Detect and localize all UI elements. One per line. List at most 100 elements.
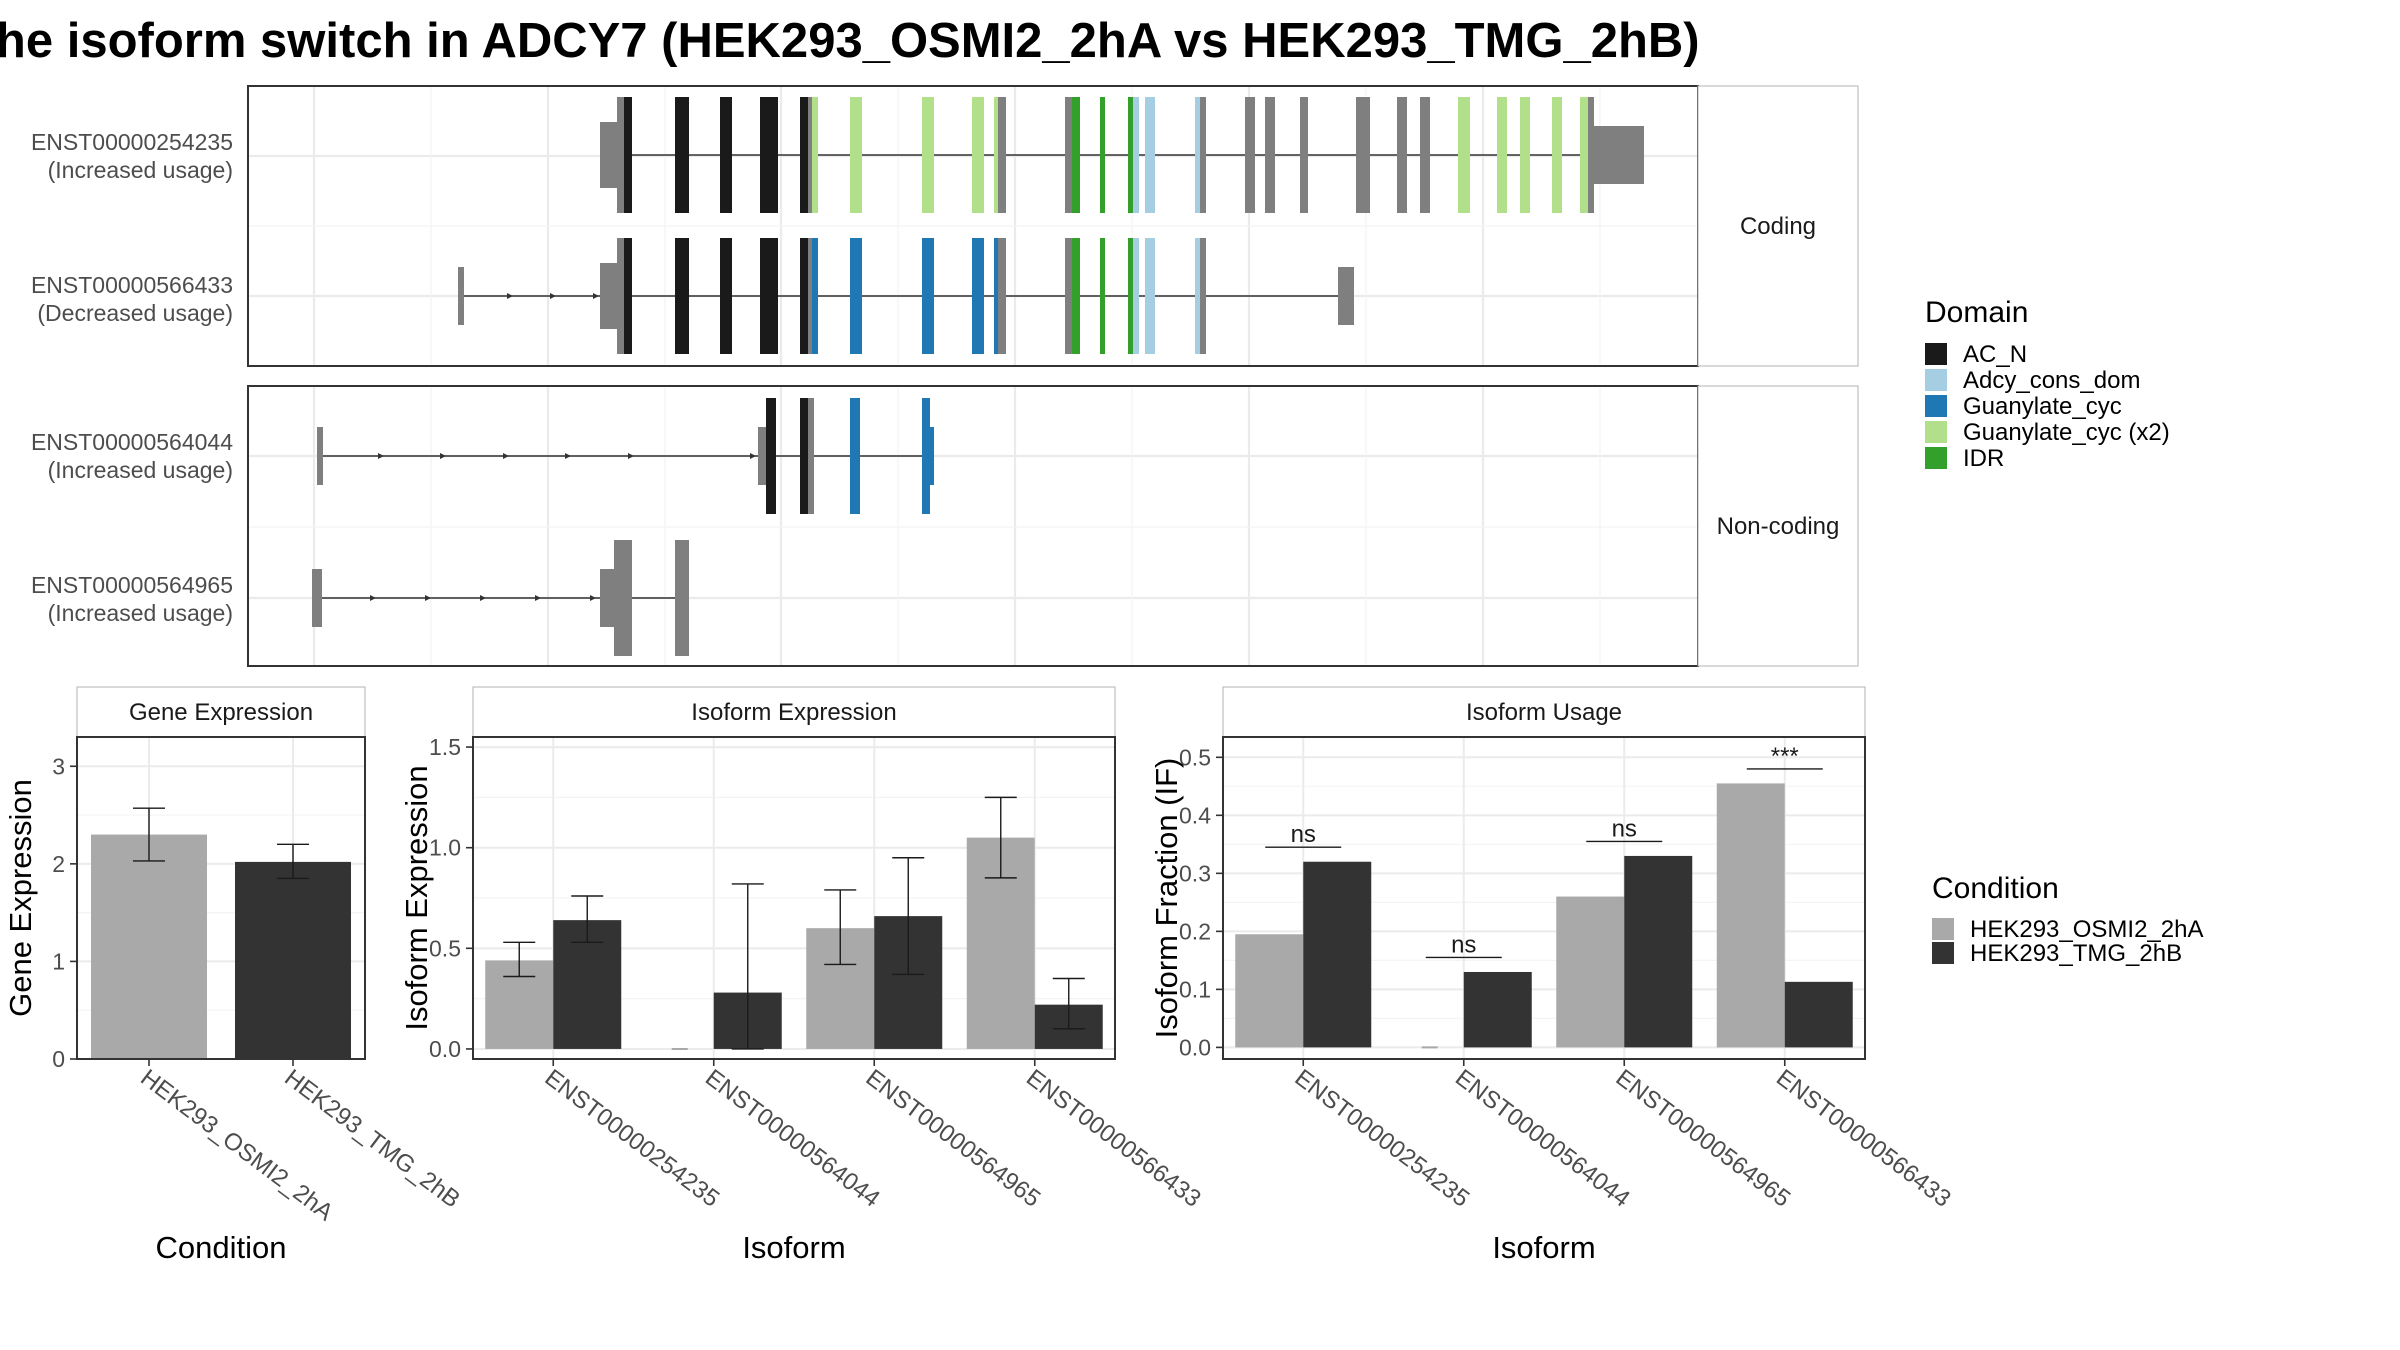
transcript-label-3: ENST00000564965 bbox=[31, 572, 233, 598]
y-tick-label: 0.3 bbox=[1179, 860, 1211, 886]
bar bbox=[1303, 861, 1372, 1048]
x-tick-label: ENST00000566433 bbox=[1771, 1064, 1956, 1212]
y-axis-title: Isoform Fraction (IF) bbox=[1149, 758, 1184, 1039]
strand-arrow bbox=[440, 453, 446, 459]
exon bbox=[1552, 97, 1562, 213]
exon bbox=[1072, 97, 1080, 213]
exon bbox=[850, 238, 862, 354]
panel-border bbox=[472, 736, 1116, 1060]
exon bbox=[812, 97, 818, 213]
exon bbox=[1300, 97, 1308, 213]
transcript-usage-3: (Increased usage) bbox=[48, 600, 233, 626]
exon bbox=[1594, 126, 1644, 184]
panel-border bbox=[76, 736, 366, 1060]
x-tick-label: ENST00000564965 bbox=[1611, 1064, 1796, 1212]
exon bbox=[800, 398, 810, 514]
x-tick-label: ENST00000564044 bbox=[1450, 1064, 1635, 1212]
exon bbox=[998, 238, 1006, 354]
exon bbox=[928, 427, 934, 485]
condition-legend-label: HEK293_TMG_2hB bbox=[1970, 940, 2182, 967]
exon bbox=[1065, 238, 1073, 354]
exon bbox=[1133, 238, 1139, 354]
structure-panel-noncoding: Non-coding bbox=[247, 385, 1859, 667]
y-tick-label: 0.0 bbox=[429, 1036, 461, 1062]
exon bbox=[1245, 97, 1255, 213]
transcript-usage-0: (Increased usage) bbox=[48, 157, 233, 183]
x-tick-label: ENST00000564965 bbox=[861, 1064, 1046, 1212]
y-tick-label: 0.1 bbox=[1179, 976, 1211, 1002]
exon bbox=[1520, 97, 1530, 213]
y-tick-label: 2 bbox=[52, 851, 65, 877]
strand-arrow bbox=[535, 595, 541, 601]
domain-legend-label: IDR bbox=[1963, 445, 2004, 472]
y-tick-label: 1 bbox=[52, 948, 65, 974]
strand-arrow bbox=[480, 595, 486, 601]
x-tick-label: ENST00000254235 bbox=[540, 1064, 725, 1212]
strand-arrow bbox=[565, 453, 571, 459]
exon bbox=[972, 97, 984, 213]
transcript-usage-2: (Increased usage) bbox=[48, 457, 233, 483]
chart-isoform-expression: Isoform Expression 0.0 0.5 1.0 1.5 ENST000002… bbox=[399, 686, 1206, 1265]
strand-arrow bbox=[503, 453, 509, 459]
y-tick-label: 0.2 bbox=[1179, 918, 1211, 944]
exon bbox=[922, 398, 930, 514]
significance-label: *** bbox=[1771, 743, 1799, 770]
x-tick-label: ENST00000566433 bbox=[1021, 1064, 1206, 1212]
domain-legend-label: AC_N bbox=[1963, 341, 2027, 368]
strip-label-coding: Coding bbox=[1740, 213, 1816, 240]
exon bbox=[850, 97, 862, 213]
exon bbox=[1133, 97, 1139, 213]
strand-arrow bbox=[750, 453, 756, 459]
strip-box bbox=[472, 686, 1116, 738]
exon bbox=[1195, 97, 1201, 213]
exon bbox=[1128, 97, 1133, 213]
y-tick-label: 0.5 bbox=[1179, 744, 1211, 770]
transcript-model-ENST00000254235 bbox=[600, 97, 1644, 213]
strand-arrow bbox=[370, 595, 376, 601]
y-tick-label: 0 bbox=[52, 1046, 65, 1072]
transcript-model-ENST00000564965 bbox=[312, 540, 689, 656]
transcript-model-ENST00000564044 bbox=[317, 398, 934, 514]
exon bbox=[972, 238, 984, 354]
exon bbox=[1200, 97, 1206, 213]
exon bbox=[720, 238, 732, 354]
exon bbox=[1580, 97, 1588, 213]
y-axis-title: Isoform Expression bbox=[399, 765, 434, 1030]
exon bbox=[1420, 97, 1430, 213]
condition-legend-title: Condition bbox=[1932, 872, 2059, 905]
x-tick-label: ENST00000254235 bbox=[1290, 1064, 1475, 1212]
exon bbox=[317, 427, 323, 485]
y-tick-label: 0.0 bbox=[1179, 1034, 1211, 1060]
domain-legend-key bbox=[1925, 447, 1947, 469]
strip-box bbox=[76, 686, 366, 738]
bar bbox=[1624, 855, 1693, 1048]
exon bbox=[614, 540, 632, 656]
domain-legend: Domain AC_NAdcy_cons_domGuanylate_cycGua… bbox=[1925, 296, 2170, 472]
exon bbox=[922, 238, 934, 354]
transcript-labels: ENST00000254235 (Increased usage) ENST00… bbox=[31, 129, 233, 626]
bar bbox=[1784, 981, 1853, 1048]
exon bbox=[760, 238, 778, 354]
bar bbox=[235, 861, 351, 1059]
domain-legend-title: Domain bbox=[1925, 296, 2028, 329]
x-axis-title: Isoform bbox=[742, 1230, 845, 1265]
exon bbox=[1145, 238, 1155, 354]
exon bbox=[1195, 238, 1201, 354]
panel-border bbox=[1222, 736, 1866, 1060]
x-tick-label: ENST00000564044 bbox=[700, 1064, 885, 1212]
exon bbox=[994, 97, 998, 213]
strand-arrow bbox=[550, 293, 556, 299]
exon bbox=[675, 238, 689, 354]
strand-arrow bbox=[378, 453, 384, 459]
y-tick-label: 3 bbox=[52, 753, 65, 779]
transcript-usage-1: (Decreased usage) bbox=[37, 300, 233, 326]
chart-isoform-usage: Isoform Usage 0.0 0.1 0.2 0.3 0.4 0.5 ns ns ns ***… bbox=[1149, 686, 1956, 1265]
strand-arrow bbox=[590, 595, 596, 601]
exon bbox=[312, 569, 322, 627]
bar bbox=[91, 834, 207, 1059]
exon bbox=[600, 569, 616, 627]
exon bbox=[600, 263, 620, 329]
domain-legend-key bbox=[1925, 343, 1947, 365]
y-axis-title: Gene Expression bbox=[3, 779, 38, 1017]
